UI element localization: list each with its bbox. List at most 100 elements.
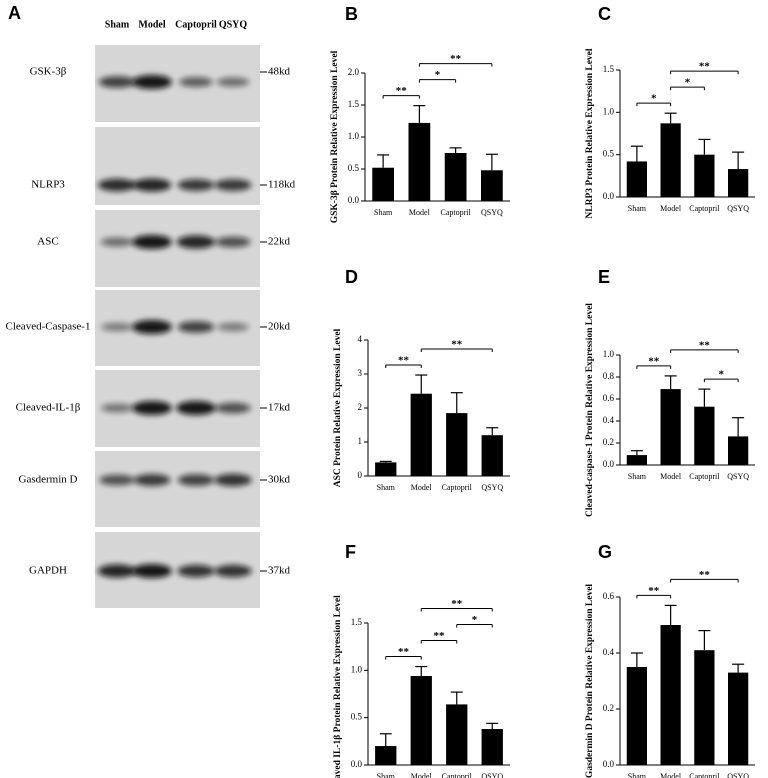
protein-label: GSK-3β xyxy=(30,66,67,78)
band xyxy=(179,77,213,87)
panel-label: D xyxy=(345,267,358,287)
protein-label: GAPDH xyxy=(29,565,67,577)
bar xyxy=(728,672,749,765)
bar-chart: E Cleaved-caspase-1 Protein Relative Expr… xyxy=(585,267,755,517)
bar xyxy=(444,153,467,201)
band xyxy=(132,320,172,334)
panel-label: F xyxy=(345,542,356,562)
y-tick-label: 1.0 xyxy=(351,664,363,674)
bar xyxy=(372,167,394,201)
bar xyxy=(375,462,397,476)
bar xyxy=(446,704,468,765)
x-tick-label: Sham xyxy=(374,208,393,217)
sig-label: * xyxy=(472,614,478,626)
x-tick-label: Model xyxy=(660,472,682,481)
sig-label: * xyxy=(685,77,691,89)
band xyxy=(214,473,252,487)
bar-chart: F Cleaved IL-1β Protein Relative Expressi… xyxy=(333,542,510,778)
bar xyxy=(481,435,503,476)
y-axis-label: ASC Protein Relative Expression Level xyxy=(333,328,343,487)
band xyxy=(99,474,135,486)
y-tick-label: 0.5 xyxy=(348,163,360,173)
size-label: 20kd xyxy=(268,321,291,333)
sig-label: ** xyxy=(450,53,462,65)
y-tick-label: 1.0 xyxy=(603,349,615,359)
y-axis-label: Gasdermin D Protein Relative Expression … xyxy=(585,584,595,778)
band xyxy=(176,235,216,249)
band xyxy=(214,564,252,578)
size-label: 22kd xyxy=(268,236,291,248)
y-tick-label: 0.6 xyxy=(603,393,615,403)
y-tick-label: 0.0 xyxy=(351,759,363,769)
sig-label: ** xyxy=(398,355,410,367)
panel-label: C xyxy=(598,4,611,24)
x-tick-label: QSYQ xyxy=(727,772,749,778)
band xyxy=(132,401,172,415)
x-tick-label: Model xyxy=(660,204,682,213)
y-tick-label: 0 xyxy=(358,470,363,480)
bar xyxy=(375,746,397,765)
size-label: 118kd xyxy=(268,179,296,191)
y-tick-label: 0.2 xyxy=(603,703,614,713)
band xyxy=(100,403,134,413)
band xyxy=(176,401,216,415)
bar-chart: B GSK-3β Protein Relative Expression Leve… xyxy=(330,4,510,223)
panel-label: B xyxy=(345,4,358,24)
size-label: 30kd xyxy=(268,474,291,486)
blot-strip xyxy=(95,127,260,205)
sig-label: ** xyxy=(451,598,463,610)
band xyxy=(98,76,136,88)
band xyxy=(177,179,215,191)
band xyxy=(132,564,172,578)
y-tick-label: 1.0 xyxy=(348,131,360,141)
lane-label: Captopril xyxy=(175,19,217,30)
blot-strip xyxy=(95,451,260,527)
y-tick-label: 1.0 xyxy=(603,106,615,116)
y-tick-label: 1.5 xyxy=(603,64,615,74)
x-tick-label: Captopril xyxy=(689,472,720,481)
bar xyxy=(446,413,468,476)
y-axis-label: Cleaved IL-1β Protein Relative Expressio… xyxy=(333,595,343,778)
x-tick-label: Sham xyxy=(628,472,647,481)
bar xyxy=(410,393,432,476)
y-tick-label: 0.0 xyxy=(348,195,360,205)
band xyxy=(97,564,137,578)
band xyxy=(101,322,133,332)
y-tick-label: 0.0 xyxy=(603,759,615,769)
bar xyxy=(694,406,715,465)
x-tick-label: QSYQ xyxy=(727,472,749,481)
y-tick-label: 4 xyxy=(358,334,363,344)
sig-label: ** xyxy=(648,585,660,597)
sig-label: * xyxy=(719,369,725,381)
band xyxy=(214,179,252,191)
western-blot: Sham Model Captopril QSYQ GSK-3β 48kd NLRP3 118… xyxy=(6,19,296,608)
band xyxy=(215,236,251,248)
size-label: 37kd xyxy=(268,565,291,577)
bar xyxy=(626,455,647,465)
bar xyxy=(408,122,431,201)
band xyxy=(133,474,171,486)
bar xyxy=(660,625,681,765)
band xyxy=(100,237,134,247)
x-tick-label: Captopril xyxy=(689,772,720,778)
panel-label: G xyxy=(598,542,612,562)
band xyxy=(132,235,172,249)
bar xyxy=(728,436,749,465)
x-tick-label: Model xyxy=(409,208,431,217)
y-tick-label: 0.0 xyxy=(603,191,615,201)
bar-chart: C NLRP3 Protein Relative Expression Level… xyxy=(585,4,755,219)
x-tick-label: Model xyxy=(411,483,433,492)
band xyxy=(217,322,249,332)
x-tick-label: Captopril xyxy=(689,204,720,213)
sig-label: * xyxy=(435,69,441,81)
bar xyxy=(481,170,503,201)
bar-chart: G Gasdermin D Protein Relative Expression… xyxy=(585,542,755,778)
y-tick-label: 0.6 xyxy=(603,591,615,601)
sig-label: ** xyxy=(699,569,711,581)
x-tick-label: Sham xyxy=(377,483,396,492)
x-tick-label: Model xyxy=(411,772,433,778)
bar xyxy=(481,729,503,765)
band xyxy=(177,564,215,578)
bar xyxy=(694,650,715,765)
